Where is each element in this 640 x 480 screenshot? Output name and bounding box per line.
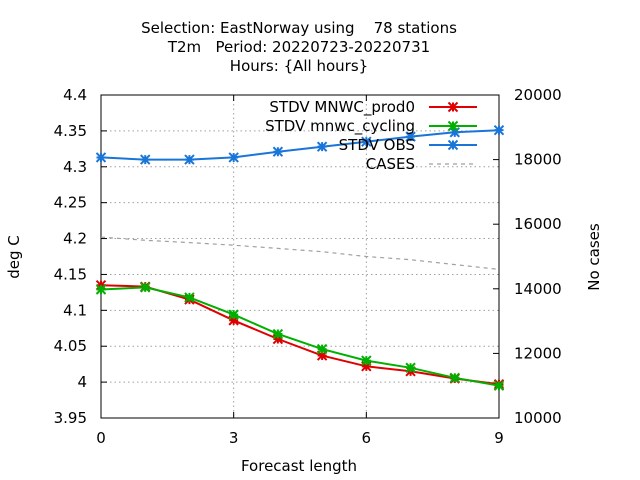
x-tick-label: 3 bbox=[229, 429, 239, 447]
data-point bbox=[449, 127, 460, 138]
data-point bbox=[95, 152, 107, 163]
y2-tick-label: 16000 bbox=[514, 215, 562, 233]
y-tick-label: 4.2 bbox=[63, 230, 87, 248]
legend-label: STDV OBS bbox=[339, 136, 415, 154]
data-point bbox=[361, 361, 372, 372]
title-line: Hours: {All hours} bbox=[230, 57, 368, 75]
y-tick-label: 4.05 bbox=[54, 337, 87, 355]
series-line bbox=[100, 286, 500, 387]
title-line: T2m Period: 20220723-20220731 bbox=[167, 38, 430, 56]
series-2 bbox=[95, 124, 505, 165]
chart-title: Selection: EastNorway using 78 stationsT… bbox=[141, 19, 457, 75]
legend-marker bbox=[447, 120, 459, 132]
y-tick-label: 4 bbox=[77, 373, 87, 391]
y-tick-label: 3.95 bbox=[54, 409, 87, 427]
data-point bbox=[493, 380, 505, 391]
y-tick-label: 4.25 bbox=[54, 194, 87, 212]
data-point bbox=[405, 362, 416, 373]
data-point bbox=[361, 136, 372, 147]
x-tick-label: 6 bbox=[362, 429, 372, 447]
legend-label: STDV mnwc_cycling bbox=[265, 117, 415, 136]
plot-frame bbox=[100, 94, 500, 419]
x-tick-label: 9 bbox=[494, 429, 504, 447]
series-line bbox=[100, 284, 500, 386]
legend-marker bbox=[447, 101, 459, 113]
y-tick-label: 4.3 bbox=[63, 158, 87, 176]
y-tick-label: 4.15 bbox=[54, 265, 87, 283]
y2-tick-label: 12000 bbox=[514, 344, 562, 362]
y-axis-label: deg C bbox=[5, 235, 23, 279]
data-point bbox=[140, 282, 151, 293]
data-point bbox=[272, 328, 284, 340]
data-point bbox=[493, 124, 505, 136]
y-tick-label: 4.1 bbox=[63, 301, 87, 319]
x-axis-ticks: 0 3 6 9 bbox=[96, 95, 504, 447]
series-0 bbox=[95, 280, 505, 390]
data-point bbox=[449, 372, 460, 384]
legend-marker bbox=[447, 139, 459, 151]
data-point bbox=[272, 333, 284, 345]
series-line bbox=[100, 129, 500, 161]
y-axis-ticks: 3.95 4 4.05 4.1 4.15 4.2 4.25 4.3 4.35 4.4 bbox=[54, 86, 107, 427]
data-point bbox=[361, 355, 372, 366]
data-point bbox=[184, 292, 195, 303]
data-point bbox=[316, 350, 328, 361]
y2-tick-label: 14000 bbox=[514, 280, 562, 298]
legend-label: STDV MNWC_prod0 bbox=[269, 98, 415, 117]
data-point bbox=[228, 315, 239, 326]
data-point bbox=[405, 131, 416, 142]
grid bbox=[101, 95, 499, 418]
x-tick-label: 0 bbox=[96, 429, 106, 447]
y2-tick-label: 10000 bbox=[514, 409, 562, 427]
data-point bbox=[140, 154, 151, 165]
y2-tick-label: 18000 bbox=[514, 151, 562, 169]
legend-label: CASES bbox=[366, 155, 415, 173]
data-point bbox=[228, 152, 239, 163]
x-axis-label: Forecast length bbox=[241, 457, 357, 475]
data-point bbox=[272, 146, 284, 157]
data-point bbox=[95, 284, 107, 295]
series bbox=[95, 124, 505, 391]
series-3 bbox=[100, 236, 500, 270]
title-line: Selection: EastNorway using 78 stations bbox=[141, 19, 457, 37]
data-point bbox=[316, 343, 328, 355]
series-1 bbox=[95, 282, 505, 391]
y-tick-label: 4.4 bbox=[63, 86, 87, 104]
y2-axis-ticks: 10000 12000 14000 16000 18000 20000 bbox=[493, 86, 562, 427]
series-line bbox=[100, 236, 500, 270]
data-point bbox=[184, 154, 195, 165]
data-point bbox=[228, 309, 239, 320]
data-point bbox=[316, 141, 328, 152]
y2-tick-label: 20000 bbox=[514, 86, 562, 104]
y-tick-label: 4.35 bbox=[54, 122, 87, 140]
y2-axis-label: No cases bbox=[585, 223, 603, 291]
